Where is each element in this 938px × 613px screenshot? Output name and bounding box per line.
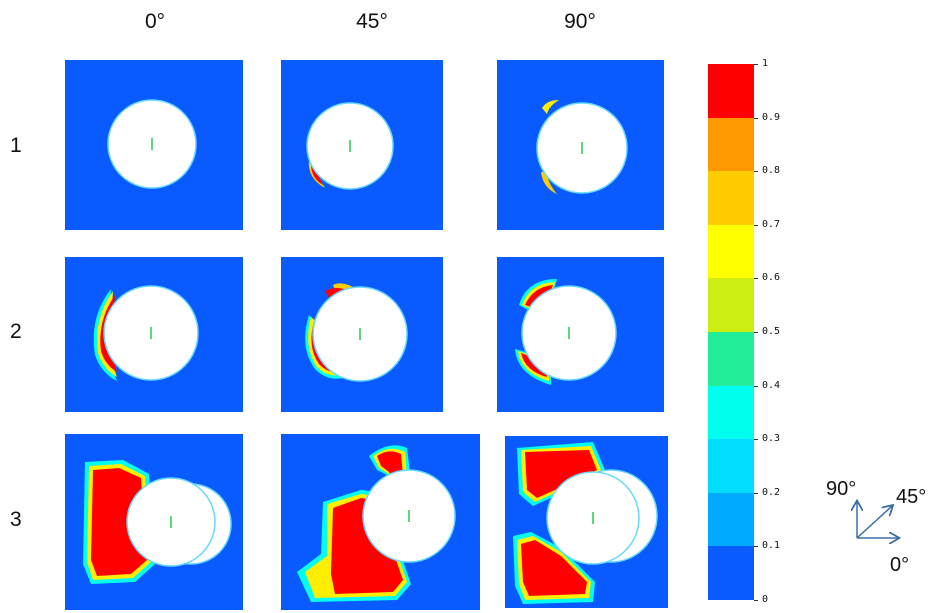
colorbar-band (708, 546, 754, 601)
panel-row1-45deg (281, 60, 443, 230)
colorbar-tick-label: 0.1 (762, 540, 781, 552)
colorbar-tick-label: 0.5 (762, 326, 781, 337)
panel-row2-90deg (497, 257, 664, 412)
colorbar-band (708, 439, 754, 494)
colorbar-band (708, 171, 754, 226)
colorbar-tick-label: 0.7 (762, 218, 781, 230)
colorbar-tick-mark (754, 64, 758, 65)
contour-plot (513, 442, 658, 604)
direction-arrows (820, 476, 938, 586)
contour-plot (515, 279, 617, 385)
panel-row1-90deg (497, 60, 664, 230)
panel-row2-45deg (281, 257, 443, 412)
colorbar-tick-mark (754, 600, 758, 601)
label-45deg: 45° (896, 486, 927, 508)
colorbar-tick-mark (754, 332, 758, 333)
colorbar (708, 64, 754, 601)
colorbar-tick-mark (754, 117, 758, 119)
panel-row3-0deg (65, 434, 243, 610)
colorbar-tick-mark (754, 385, 758, 387)
colorbar-tick-label: 1 (762, 58, 769, 69)
column-header-45deg: 45° (356, 10, 388, 33)
contour-plot (306, 102, 394, 190)
colorbar-band (708, 278, 754, 333)
arrow-45deg (856, 506, 892, 539)
direction-key: 90° 45° 0° (820, 476, 938, 586)
contour-plot (297, 445, 456, 602)
contour-plot (93, 285, 199, 381)
column-header-0deg: 0° (144, 10, 166, 33)
colorbar-band (708, 117, 754, 172)
column-header-90deg: 90° (564, 10, 596, 33)
colorbar-tick-mark (754, 492, 758, 494)
row-header-2: 2 (10, 320, 22, 343)
colorbar-tick-label: 0.2 (762, 486, 781, 498)
row-header-3: 3 (10, 508, 22, 531)
label-90deg: 90° (826, 478, 857, 500)
colorbar-band (708, 332, 754, 387)
colorbar-tick-mark (754, 224, 758, 226)
panel-row2-0deg (65, 257, 243, 412)
colorbar-band (708, 385, 754, 440)
colorbar-tick-label: 0.3 (762, 433, 781, 445)
panel-row1-0deg (65, 60, 243, 230)
colorbar-tick-mark (754, 546, 758, 548)
colorbar-tick-label: 0.9 (762, 111, 781, 123)
colorbar-tick-mark (754, 278, 758, 280)
colorbar-tick-label: 0.6 (762, 272, 781, 284)
contour-plot (305, 283, 408, 382)
contour-plot (536, 100, 628, 194)
colorbar-tick-mark (754, 171, 758, 173)
colorbar-band (708, 492, 754, 547)
panel-row3-45deg (281, 434, 480, 610)
row-header-1: 1 (10, 134, 22, 157)
contour-plot (83, 460, 232, 584)
colorbar-band (708, 64, 754, 119)
colorbar-band (708, 224, 754, 279)
contour-plot (107, 99, 197, 189)
colorbar-tick-mark (754, 439, 758, 441)
colorbar-tick-label: 0.8 (762, 165, 781, 177)
panel-row3-90deg (505, 436, 668, 608)
label-0deg: 0° (890, 554, 910, 576)
colorbar-tick-label: 0 (762, 594, 769, 605)
colorbar-tick-label: 0.4 (762, 379, 781, 391)
